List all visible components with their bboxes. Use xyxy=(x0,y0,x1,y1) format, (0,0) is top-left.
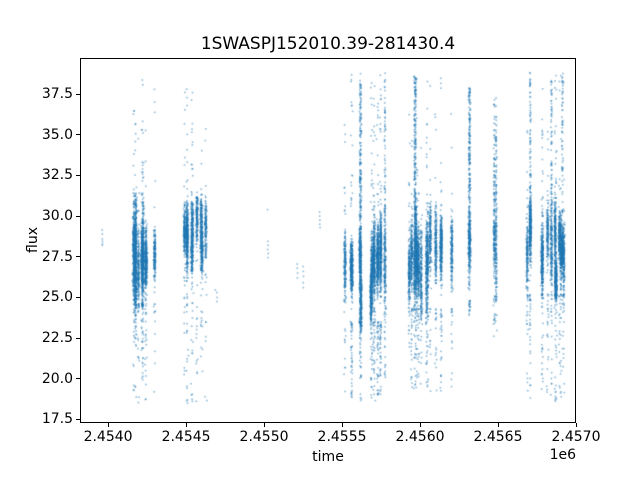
x-tick-mark xyxy=(497,423,499,427)
x-tick-mark xyxy=(341,423,343,427)
x-tick-label: 2.4570 xyxy=(551,429,601,445)
x-axis-label: time xyxy=(312,449,344,465)
y-tick-label: 17.5 xyxy=(41,411,73,428)
y-tick-label: 27.5 xyxy=(41,248,73,265)
y-tick-label: 22.5 xyxy=(41,330,73,347)
x-tick-label: 2.4540 xyxy=(83,429,133,445)
x-tick-mark xyxy=(419,423,421,427)
x-tick-mark xyxy=(263,423,265,427)
y-tick-mark xyxy=(76,174,80,176)
x-tick-mark xyxy=(107,423,109,427)
y-tick-mark xyxy=(76,418,80,420)
x-tick-label: 2.4555 xyxy=(317,429,367,445)
x-tick-label: 2.4565 xyxy=(473,429,523,445)
y-tick-label: 35.0 xyxy=(41,126,73,143)
x-axis-offset-text: 1e6 xyxy=(549,447,576,463)
y-tick-mark xyxy=(76,256,80,258)
y-tick-mark xyxy=(76,215,80,217)
y-tick-mark xyxy=(76,134,80,136)
y-tick-label: 30.0 xyxy=(41,208,73,225)
x-tick-label: 2.4550 xyxy=(239,429,289,445)
y-axis-label: flux xyxy=(25,227,41,253)
y-tick-label: 25.0 xyxy=(41,289,73,306)
x-tick-label: 2.4560 xyxy=(395,429,445,445)
x-tick-mark xyxy=(185,423,187,427)
y-tick-label: 32.5 xyxy=(41,167,73,184)
y-tick-mark xyxy=(76,337,80,339)
y-tick-mark xyxy=(76,93,80,95)
x-tick-mark xyxy=(575,423,577,427)
x-tick-label: 2.4545 xyxy=(161,429,211,445)
y-tick-label: 20.0 xyxy=(41,370,73,387)
y-tick-mark xyxy=(76,378,80,380)
y-tick-mark xyxy=(76,296,80,298)
y-tick-label: 37.5 xyxy=(41,86,73,103)
